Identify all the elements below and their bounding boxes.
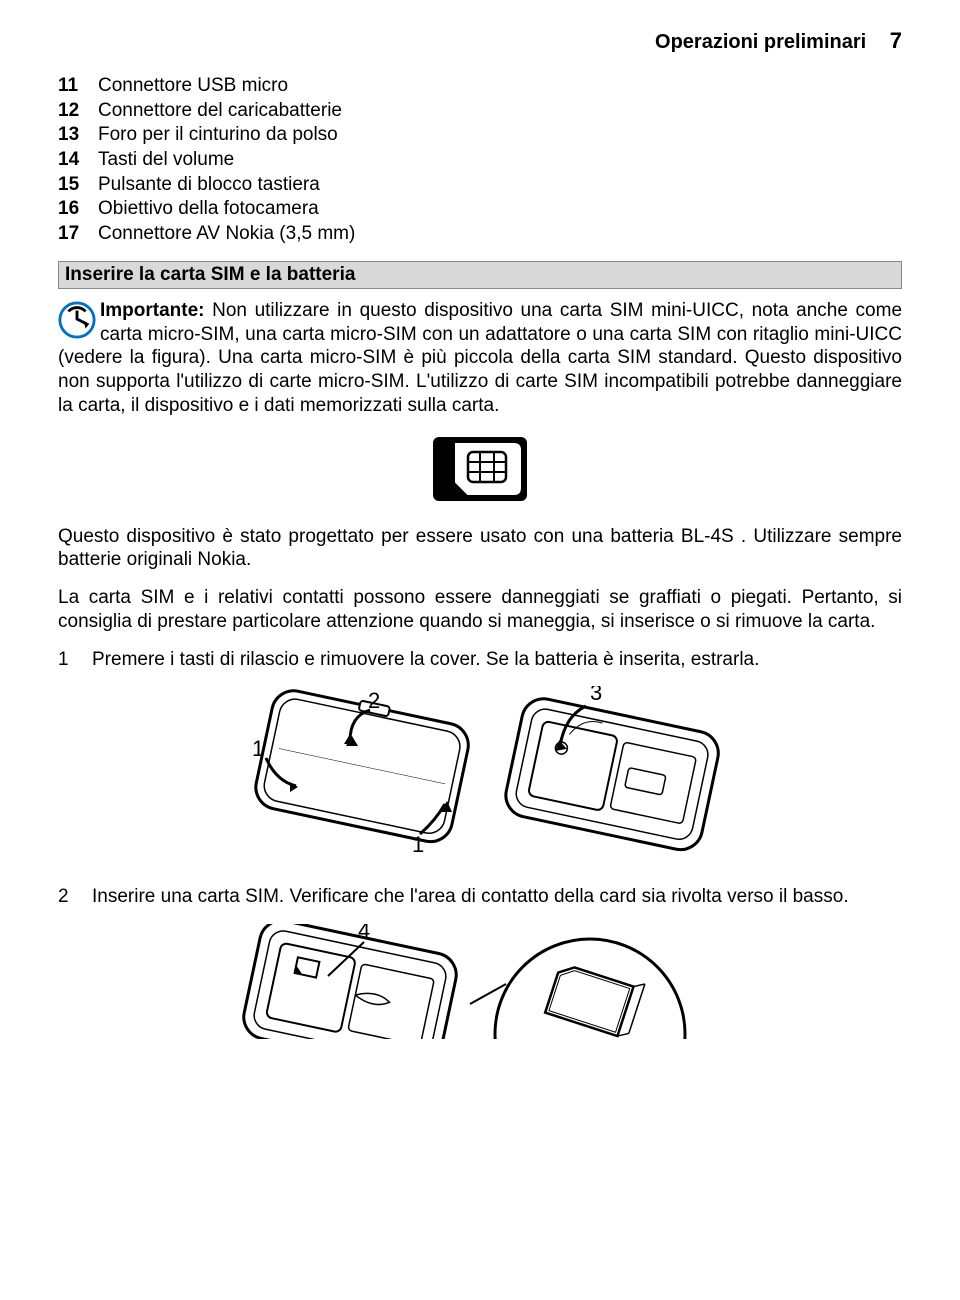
fig-label-2: 2 (368, 688, 380, 713)
sim-card-figure (58, 436, 902, 507)
step-text: Premere i tasti di rilascio e rimuovere … (92, 648, 759, 673)
important-icon (58, 301, 96, 339)
list-number: 16 (58, 197, 98, 222)
list-label: Connettore AV Nokia (3,5 mm) (98, 222, 355, 247)
step-number: 2 (58, 885, 92, 910)
fig-label-4: 4 (358, 924, 370, 943)
battery-note: Questo dispositivo è stato progettato pe… (58, 525, 902, 573)
list-number: 15 (58, 173, 98, 198)
fig-label-1b: 1 (412, 832, 424, 856)
list-label: Connettore del caricabatterie (98, 99, 342, 124)
list-item: 14 Tasti del volume (58, 148, 902, 173)
sim-card-icon (432, 436, 528, 502)
list-label: Connettore USB micro (98, 74, 288, 99)
list-number: 11 (58, 74, 98, 99)
fig-label-1: 1 (252, 736, 264, 761)
section-title: Operazioni preliminari (655, 31, 866, 53)
fig-label-3: 3 (590, 686, 602, 705)
sim-warning: La carta SIM e i relativi contatti posso… (58, 586, 902, 634)
illustration-insert-sim: 4 (58, 924, 902, 1044)
list-number: 12 (58, 99, 98, 124)
step-2: 2 Inserire una carta SIM. Verificare che… (58, 885, 902, 910)
page-number: 7 (890, 28, 902, 53)
list-label: Pulsante di blocco tastiera (98, 173, 320, 198)
list-number: 17 (58, 222, 98, 247)
list-item: 17 Connettore AV Nokia (3,5 mm) (58, 222, 902, 247)
page-header: Operazioni preliminari 7 (58, 28, 902, 54)
step-text: Inserire una carta SIM. Verificare che l… (92, 885, 849, 910)
list-label: Obiettivo della fotocamera (98, 197, 319, 222)
important-block: Importante: Non utilizzare in questo dis… (58, 299, 902, 418)
list-label: Tasti del volume (98, 148, 234, 173)
list-item: 15 Pulsante di blocco tastiera (58, 173, 902, 198)
section-heading: Inserire la carta SIM e la batteria (58, 261, 902, 289)
list-number: 14 (58, 148, 98, 173)
important-label: Importante: (100, 300, 205, 321)
list-label: Foro per il cinturino da polso (98, 123, 338, 148)
step-number: 1 (58, 648, 92, 673)
list-item: 11 Connettore USB micro (58, 74, 902, 99)
parts-list: 11 Connettore USB micro 12 Connettore de… (58, 74, 902, 247)
list-item: 16 Obiettivo della fotocamera (58, 197, 902, 222)
illustration-remove-cover: 1 2 1 3 (58, 686, 902, 861)
list-number: 13 (58, 123, 98, 148)
list-item: 13 Foro per il cinturino da polso (58, 123, 902, 148)
step-1: 1 Premere i tasti di rilascio e rimuover… (58, 648, 902, 673)
list-item: 12 Connettore del caricabatterie (58, 99, 902, 124)
